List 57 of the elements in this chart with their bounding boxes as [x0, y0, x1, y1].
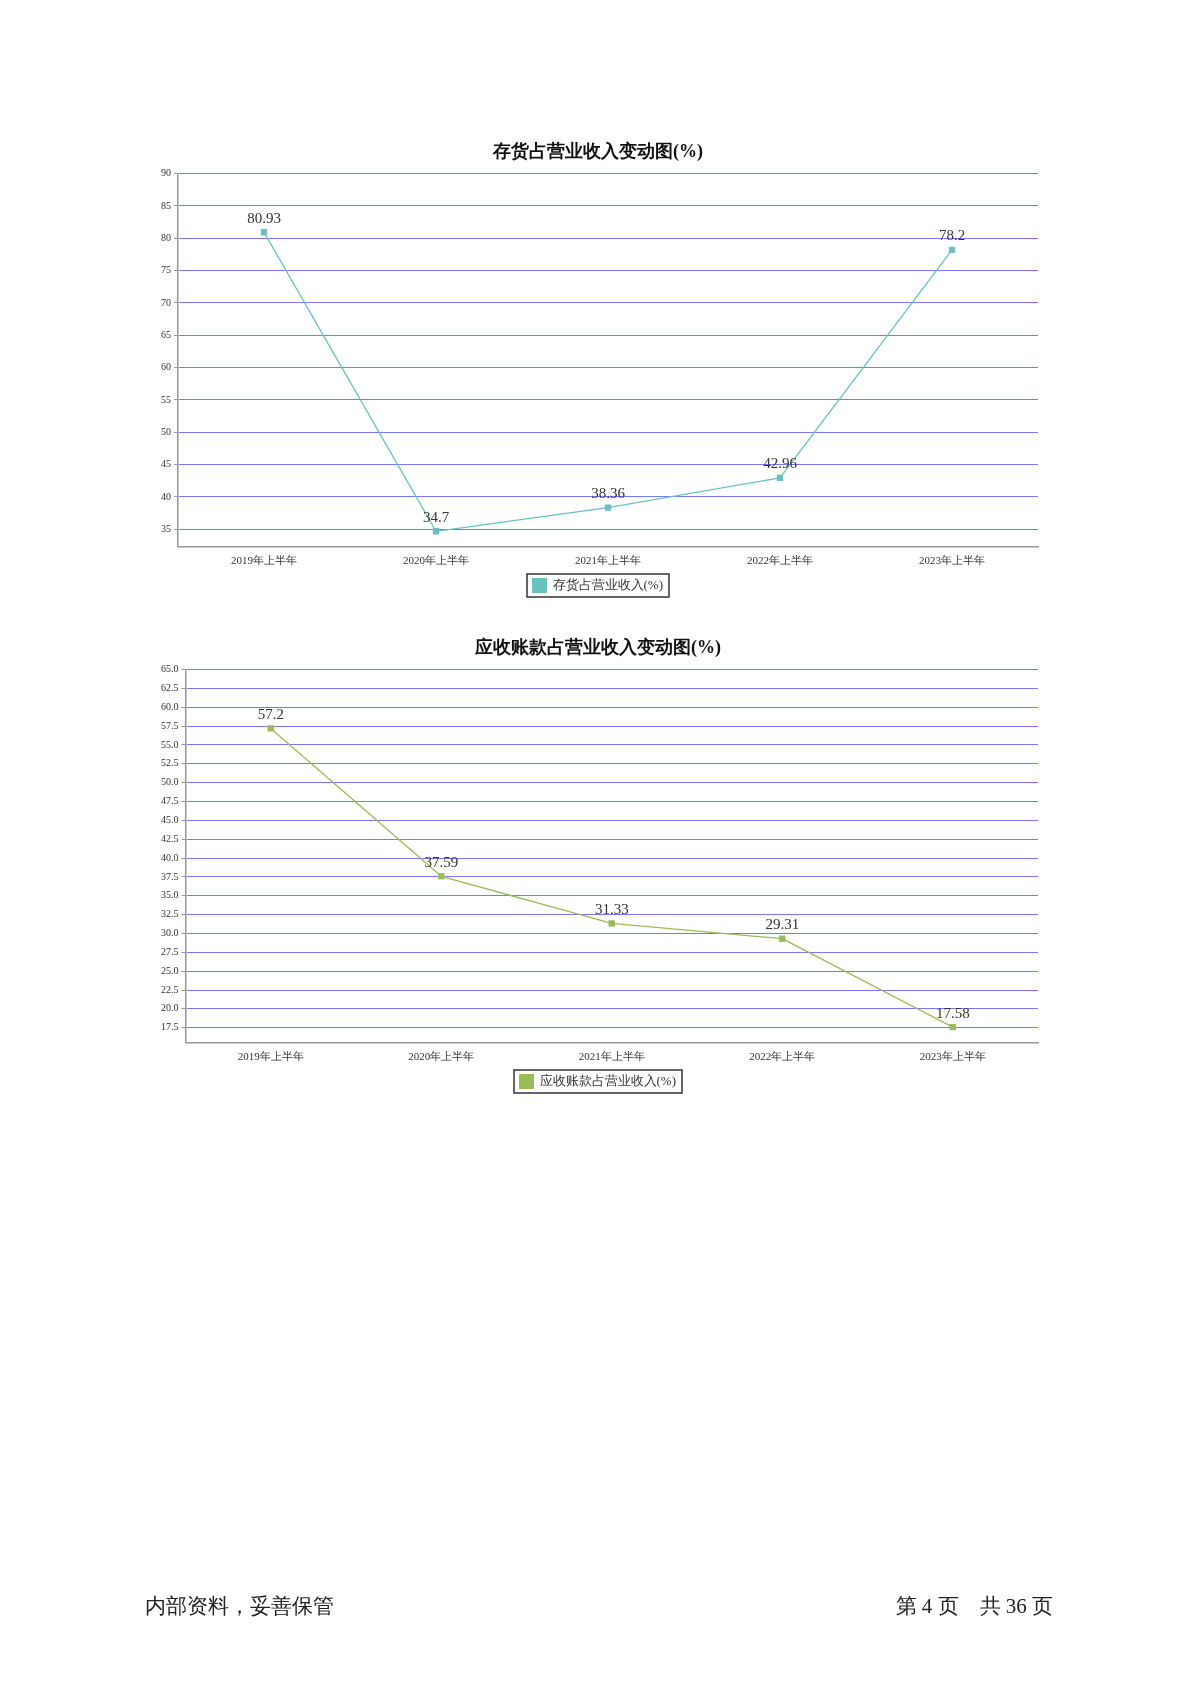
data-label: 17.58 [935, 1004, 970, 1021]
point [267, 725, 274, 732]
y-tick-label: 70 [161, 296, 171, 308]
x-tick-label: 2020年上半年 [408, 1050, 475, 1063]
data-label: 29.31 [765, 916, 800, 933]
chart-title: 存货占营业收入变动图(%) [492, 141, 703, 163]
y-tick-label: 30.0 [161, 927, 179, 939]
y-tick-label: 27.5 [161, 945, 179, 957]
text: 内部资料，妥善保管 [145, 1593, 334, 1620]
y-tick-label: 40.0 [161, 851, 179, 863]
x-tick-label: 2019年上半年 [237, 1050, 304, 1063]
y-tick-label: 60.0 [161, 700, 179, 712]
data-label: 31.33 [594, 900, 629, 917]
y-tick-label: 47.5 [161, 795, 179, 807]
x-tick-label: 2021年上半年 [575, 554, 641, 567]
y-tick-label: 35.0 [161, 889, 179, 901]
y-tick-label: 50 [161, 425, 171, 437]
y-tick-label: 57.5 [161, 719, 179, 731]
x-tick-label: 2021年上半年 [578, 1050, 645, 1063]
data-label: 80.93 [247, 209, 281, 226]
y-tick-label: 35 [161, 522, 171, 534]
y-tick-label: 25.0 [161, 964, 179, 976]
text: 第 4 页 共 36 页 [895, 1593, 1053, 1620]
y-tick-label: 45.0 [161, 814, 179, 826]
y-tick-label: 55.0 [161, 738, 179, 750]
x-tick-label: 2023年上半年 [919, 1050, 986, 1063]
y-tick-label: 65.0 [161, 663, 179, 675]
y-tick-label: 32.5 [161, 908, 179, 920]
x-tick-label: 2023年上半年 [919, 554, 985, 567]
x-tick-label: 2020年上半年 [403, 554, 469, 567]
legend-label: 存货占营业收入(%) [552, 576, 664, 592]
x-tick-label: 2022年上半年 [747, 554, 813, 567]
y-tick-label: 75 [161, 264, 171, 276]
y-tick-label: 60 [161, 361, 171, 373]
y-tick-label: 90 [161, 167, 171, 179]
y-tick-label: 17.5 [161, 1021, 179, 1033]
point [779, 935, 786, 942]
y-tick-label: 22.5 [161, 983, 179, 995]
chart-title: 应收账款占营业收入变动图(%) [474, 637, 721, 659]
x-tick-label: 2019年上半年 [231, 554, 297, 567]
y-tick-label: 52.5 [161, 757, 179, 769]
y-tick-label: 50.0 [161, 776, 179, 788]
y-tick-label: 62.5 [161, 682, 179, 694]
x-tick-label: 2022年上半年 [749, 1050, 816, 1063]
y-tick-label: 40 [161, 490, 171, 502]
y-tick-label: 45 [161, 458, 171, 470]
y-tick-label: 20.0 [161, 1002, 179, 1014]
y-tick-label: 37.5 [161, 870, 179, 882]
y-tick-label: 85 [161, 199, 171, 211]
point [604, 504, 612, 511]
y-tick-label: 42.5 [161, 832, 179, 844]
data-label: 57.2 [257, 705, 284, 722]
y-tick-label: 80 [161, 231, 171, 243]
legend-label: 应收账款占营业收入(%) [539, 1072, 677, 1088]
y-tick-label: 65 [161, 328, 171, 340]
y-tick-label: 55 [161, 393, 171, 405]
point [608, 920, 615, 927]
